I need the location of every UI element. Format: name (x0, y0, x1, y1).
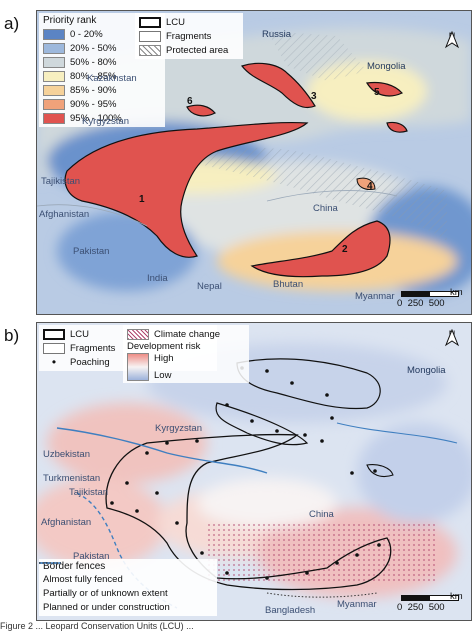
feature-legend: LCU Fragments Protected area (135, 13, 243, 59)
fence-planned-label: Planned or under construction (43, 601, 170, 613)
fragments-swatch (139, 30, 161, 42)
threats-map-graphic (37, 323, 471, 620)
place-pakistan: Pakistan (73, 246, 110, 257)
lcu-label: LCU (70, 328, 90, 340)
protected-area-label: Protected area (166, 44, 229, 56)
scale-ticks: 0 250 500 (397, 298, 445, 309)
lcu-number-4: 4 (367, 181, 373, 192)
place-kyrgyzstan: Kyrgyzstan (82, 116, 129, 127)
lcu-number-5: 5 (374, 87, 380, 98)
fragments-label: Fragments (70, 342, 116, 354)
rank-swatch (43, 28, 65, 40)
legend-rank-6: 95% - 100% (43, 111, 161, 125)
lcu-number-6: 6 (187, 96, 193, 107)
legend-rank-1: 20% - 50% (43, 41, 161, 55)
place-uzbekistan: Uzbekistan (43, 449, 90, 460)
fence-dotted-icon (39, 562, 61, 564)
scale-unit: km (450, 591, 463, 602)
rank-swatch (43, 70, 65, 82)
panel-b-label: b) (4, 326, 20, 345)
rank-swatch (43, 84, 65, 96)
scale-unit: km (450, 287, 463, 298)
fence-full-label: Almost fully fenced (43, 573, 123, 585)
legend-rank-4: 85% - 90% (43, 83, 161, 97)
scale-bar (401, 595, 459, 601)
scale-bar (401, 291, 459, 297)
place-afghanistan: Afghanistan (41, 517, 92, 528)
place-russia: Russia (262, 29, 292, 40)
place-turkmenistan: Turkmenistan (43, 473, 101, 484)
place-myanmar: Myanmar (337, 599, 377, 610)
north-arrow: N (443, 31, 461, 49)
rank-swatch (43, 112, 65, 124)
lcu-number-3: 3 (311, 91, 317, 102)
fragments-label: Fragments (166, 30, 212, 42)
lcu-swatch (139, 16, 161, 28)
panel-a-label: a) (4, 14, 20, 33)
caption-fragment: Figure 2 ... Leopard Conservation Units … (0, 621, 194, 631)
risk-legend: Climate change Development risk High Low (123, 325, 249, 383)
place-myanmar: Myanmar (355, 291, 395, 302)
poaching-dot-icon: • (51, 355, 57, 369)
climate-change-swatch (127, 328, 149, 340)
rank-swatch (43, 98, 65, 110)
legend-rank-3: 80% - 85% (43, 69, 161, 83)
protected-area-swatch (139, 44, 161, 56)
climate-change-label: Climate change (154, 328, 221, 340)
lcu-swatch (43, 328, 65, 340)
legend-rank-2: 50% - 80% (43, 55, 161, 69)
priority-map-graphic (37, 11, 471, 314)
place-tajikistan: Tajikistan (69, 487, 109, 498)
fragments-swatch (43, 342, 65, 354)
lcu-number-2: 2 (342, 244, 348, 255)
place-afghanistan: Afghanistan (39, 209, 90, 220)
place-kyrgyzstan: Kyrgyzstan (155, 423, 202, 434)
place-china: China (313, 203, 338, 214)
threats-map: LCU Fragments • Poaching Climate change D… (36, 322, 472, 621)
north-arrow: N (443, 329, 461, 347)
fences-title: Border fences (43, 561, 106, 572)
scale-ticks: 0 250 500 (397, 602, 445, 613)
fence-partial-label: Partially or of unknown extent (43, 587, 168, 599)
legend-title: Priority rank (43, 15, 97, 26)
place-tajikistan: Tajikistan (41, 176, 81, 187)
dev-risk-high: High (154, 353, 174, 364)
poaching-label: Poaching (70, 356, 110, 368)
north-arrow-icon (444, 31, 460, 49)
place-nepal: Nepal (197, 281, 222, 292)
priority-rank-map: Priority rank 0 - 20% 20% - 50% 50% - 80… (36, 10, 472, 315)
place-bhutan: Bhutan (273, 279, 304, 290)
lcu-label: LCU (166, 16, 186, 28)
north-arrow-icon (444, 329, 460, 347)
place-kazakhstan: Kazakhstan (87, 73, 137, 84)
legend-rank-5: 90% - 95% (43, 97, 161, 111)
legend-rank-0: 0 - 20% (43, 27, 161, 41)
dev-risk-low: Low (154, 370, 172, 381)
place-bangladesh: Bangladesh (265, 605, 316, 616)
rank-swatch (43, 42, 65, 54)
place-china: China (309, 509, 334, 520)
place-pakistan: Pakistan (73, 551, 110, 562)
dev-risk-gradient (127, 353, 149, 381)
lcu-number-1: 1 (139, 194, 145, 205)
dev-risk-title: Development risk (127, 341, 201, 352)
rank-swatch (43, 56, 65, 68)
place-india: India (147, 273, 168, 284)
place-mongolia: Mongolia (367, 61, 406, 72)
border-fences-legend: Border fences Almost fully fenced Partia… (39, 559, 217, 616)
place-mongolia: Mongolia (407, 365, 446, 376)
